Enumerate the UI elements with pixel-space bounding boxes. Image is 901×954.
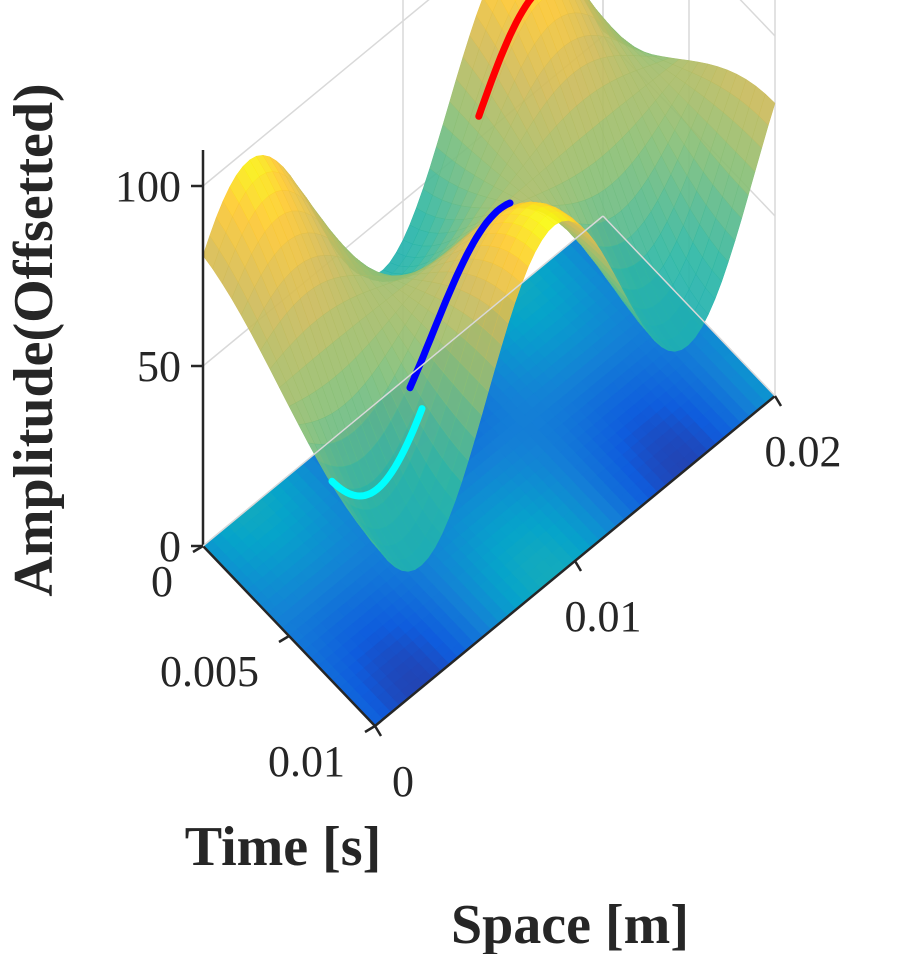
z-axis-label: Amplitude(Offsetted) — [3, 83, 65, 596]
y-tick-label: 0 — [151, 557, 173, 606]
y-tick-label: 0.01 — [268, 737, 345, 786]
highlighted-curves — [328, 0, 535, 500]
z-tick-label: 100 — [115, 162, 181, 211]
x-tick-mark — [573, 560, 583, 572]
y-tick-mark — [192, 544, 204, 554]
x-tick-label: 0.01 — [565, 592, 642, 641]
y-axis-label: Time [s] — [185, 816, 382, 878]
surface-cell — [536, 0, 543, 4]
x-tick-label: 0.02 — [765, 427, 842, 476]
highlighted-curve — [328, 405, 426, 500]
surface-mesh — [202, 0, 776, 572]
y-tick-mark — [278, 634, 290, 644]
x-tick-mark — [373, 725, 383, 737]
y-tick-label: 0.005 — [160, 647, 259, 696]
grid-line — [202, 0, 776, 187]
x-axis-label: Space [m] — [451, 894, 689, 954]
highlighted-curve — [475, 0, 535, 120]
x-tick-mark — [773, 395, 783, 407]
z-tick-label: 0 — [159, 522, 181, 571]
x-tick-label: 0 — [392, 757, 414, 806]
surface-cell — [484, 0, 499, 13]
highlighted-curve — [406, 199, 514, 392]
floor-edge — [202, 215, 604, 547]
floor-edge — [602, 215, 776, 397]
axis-labels: Amplitude(Offsetted) Time [s] Space [m] — [3, 83, 689, 954]
surface-cell — [758, 93, 776, 126]
y-tick-mark — [364, 724, 376, 734]
z-tick-label: 50 — [137, 342, 181, 391]
